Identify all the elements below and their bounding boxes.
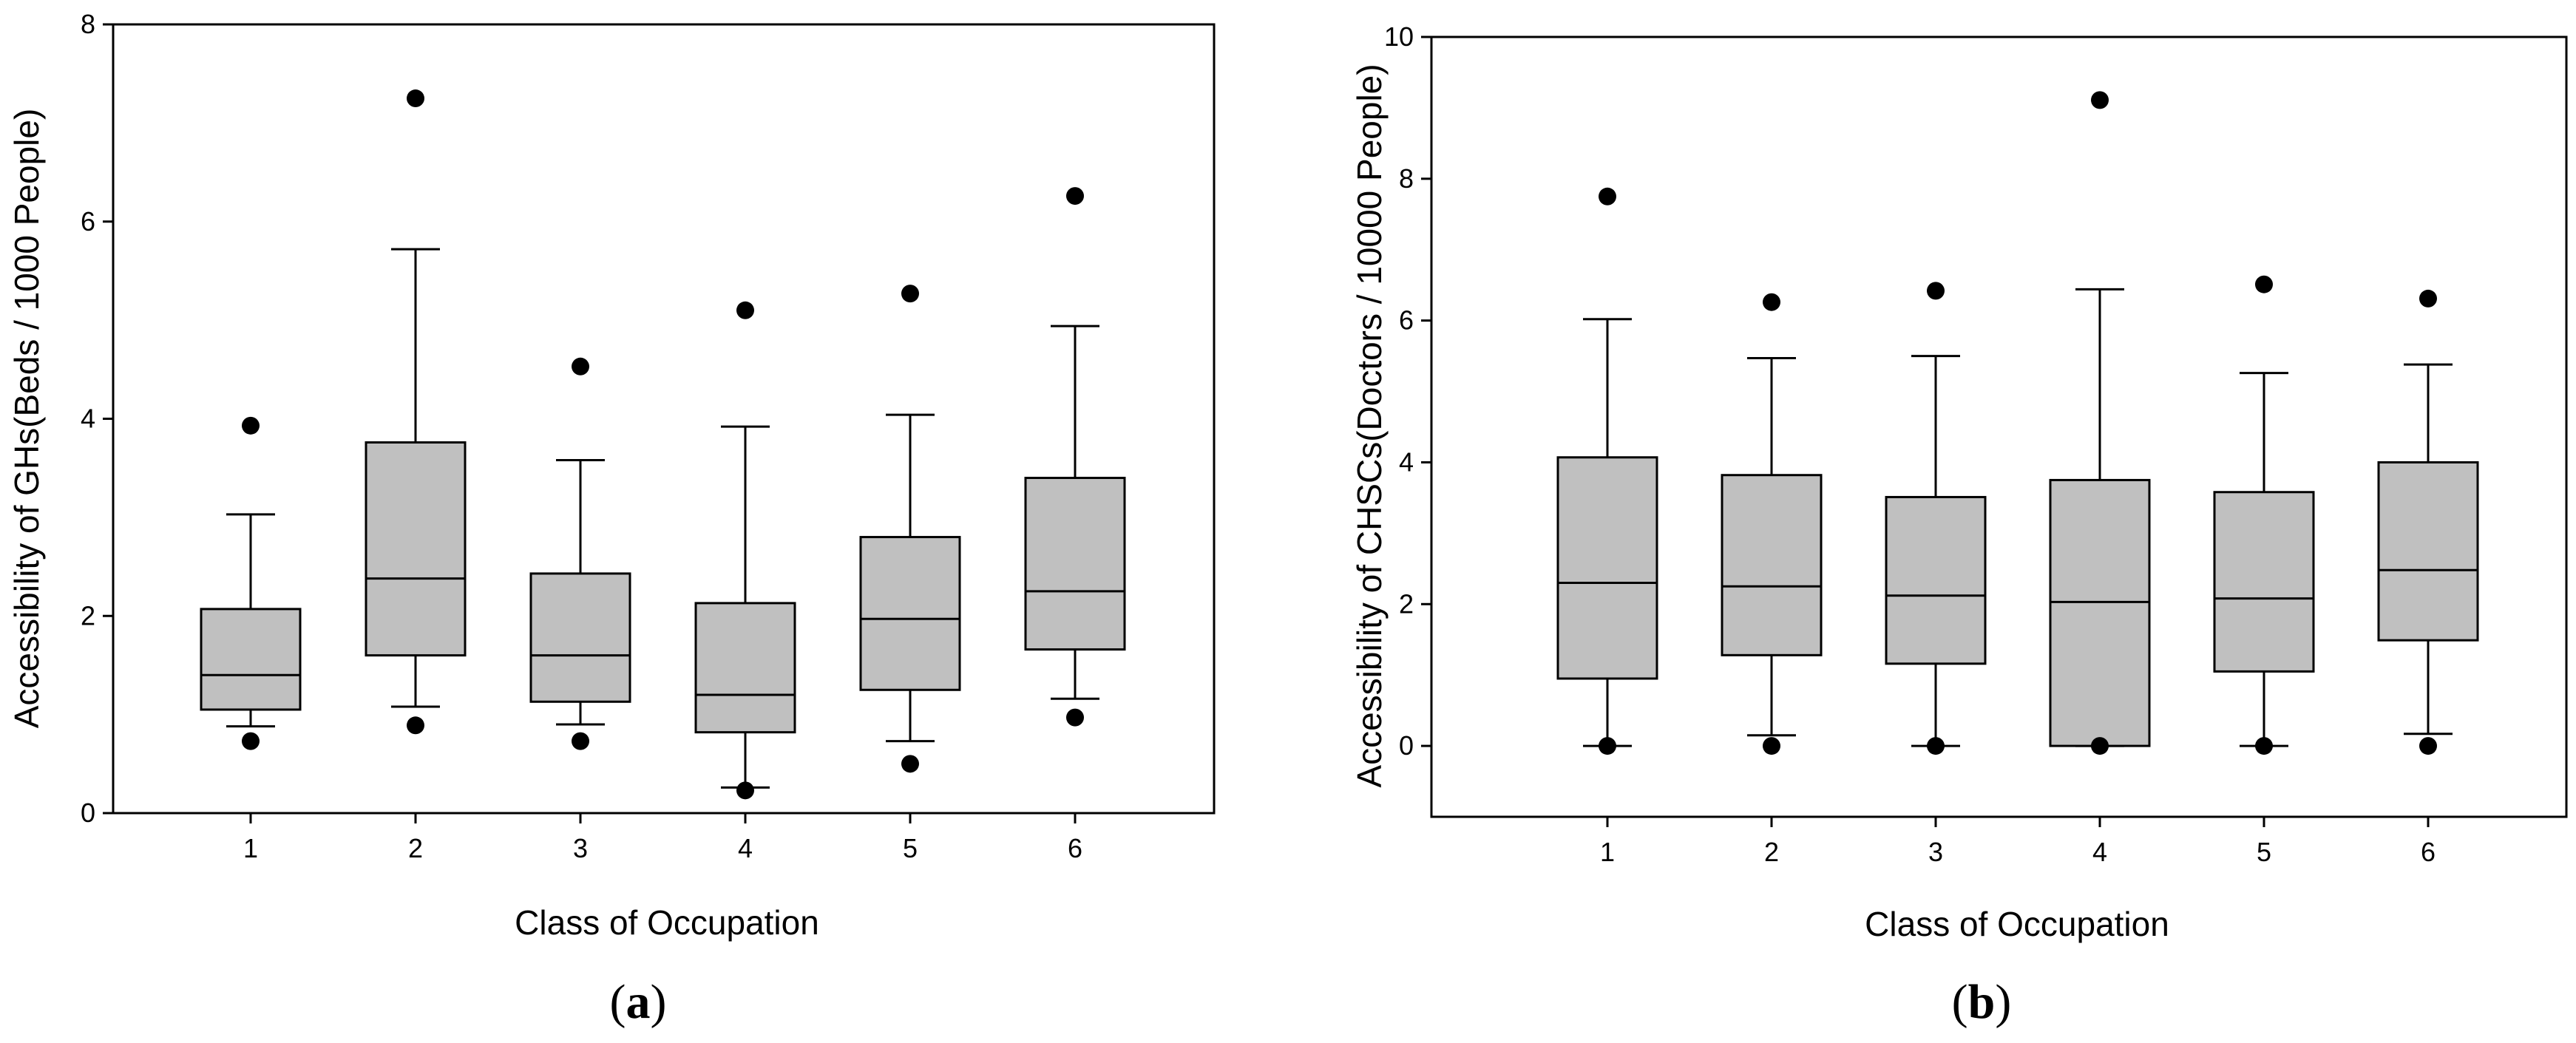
outlier-point bbox=[1763, 737, 1780, 755]
x-axis-title: Class of Occupation bbox=[515, 903, 819, 942]
box-category-1 bbox=[200, 416, 302, 750]
outlier-point bbox=[736, 781, 754, 800]
outlier-point bbox=[407, 716, 424, 735]
outlier-point bbox=[1763, 293, 1780, 311]
box-series bbox=[1556, 91, 2479, 755]
outlier-point bbox=[2419, 737, 2437, 755]
panel-label-b: (b) bbox=[1952, 975, 2012, 1029]
y-axis-title: Accessibility of GHs(Beds / 1000 People) bbox=[7, 109, 46, 729]
iqr-box bbox=[859, 536, 961, 691]
outlier-point bbox=[1927, 737, 1945, 755]
outlier-point bbox=[1066, 708, 1084, 727]
x-tick-label: 4 bbox=[738, 833, 753, 863]
y-tick-label: 0 bbox=[1399, 730, 1414, 761]
iqr-box bbox=[694, 602, 796, 734]
y-tick-label: 4 bbox=[1399, 446, 1414, 477]
box-category-6 bbox=[1024, 187, 1126, 727]
y-tick-label: 2 bbox=[1399, 588, 1414, 619]
box-category-5 bbox=[2213, 275, 2315, 755]
panel-label-a: (a) bbox=[610, 975, 667, 1029]
box-category-1 bbox=[1556, 187, 1658, 755]
y-axis-title: Accessibility of CHSCs(Doctors / 10000 P… bbox=[1350, 64, 1389, 787]
y-axis-ticks: 0 2 4 6 8 bbox=[81, 9, 113, 828]
y-tick-label: 6 bbox=[81, 206, 95, 237]
outlier-point bbox=[2091, 737, 2109, 755]
x-tick-label: 2 bbox=[1764, 837, 1779, 867]
outlier-point bbox=[242, 732, 260, 750]
x-tick-label: 1 bbox=[1600, 837, 1615, 867]
box-category-3 bbox=[529, 357, 631, 750]
outlier-point bbox=[2255, 737, 2273, 755]
iqr-box bbox=[365, 441, 467, 657]
outlier-point bbox=[1599, 737, 1616, 755]
outlier-point bbox=[1599, 187, 1616, 205]
x-tick-label: 3 bbox=[1928, 837, 1943, 867]
box-series bbox=[200, 89, 1126, 800]
outlier-point bbox=[1927, 282, 1945, 300]
plot-frame bbox=[1430, 35, 2568, 818]
x-tick-label: 5 bbox=[903, 833, 918, 863]
y-axis-ticks: 0 2 4 6 8 10 bbox=[1384, 21, 1431, 761]
iqr-box bbox=[1721, 474, 1823, 656]
x-tick-label: 5 bbox=[2257, 837, 2271, 867]
iqr-box bbox=[200, 608, 302, 711]
panel-letter: a bbox=[626, 975, 651, 1029]
x-tick-label: 3 bbox=[573, 833, 588, 863]
outlier-point bbox=[1066, 187, 1084, 205]
x-tick-label: 2 bbox=[408, 833, 423, 863]
iqr-box bbox=[2377, 461, 2479, 642]
outlier-point bbox=[572, 357, 589, 376]
box-category-2 bbox=[1721, 293, 1823, 755]
x-tick-label: 6 bbox=[2421, 837, 2436, 867]
x-axis-title: Class of Occupation bbox=[1865, 905, 2169, 943]
x-tick-label: 1 bbox=[243, 833, 258, 863]
box-category-4 bbox=[694, 301, 796, 800]
y-tick-label: 4 bbox=[81, 404, 95, 434]
y-tick-label: 8 bbox=[81, 9, 95, 39]
iqr-box bbox=[1885, 495, 1987, 665]
outlier-point bbox=[901, 285, 919, 303]
x-tick-label: 4 bbox=[2092, 837, 2107, 867]
x-axis-ticks: 1 2 3 4 5 6 bbox=[1600, 817, 2436, 867]
box-category-6 bbox=[2377, 289, 2479, 755]
outlier-point bbox=[2255, 275, 2273, 293]
box-category-2 bbox=[365, 89, 467, 735]
y-tick-label: 2 bbox=[81, 600, 95, 631]
outlier-point bbox=[2419, 289, 2437, 308]
outlier-point bbox=[736, 301, 754, 319]
box-category-4 bbox=[2049, 91, 2151, 755]
boxplot-panel-a: 0 2 4 6 8 1 2 3 4 5 6 Class of Occupation Accessi… bbox=[7, 9, 1216, 1029]
outlier-point bbox=[2091, 91, 2109, 109]
iqr-box bbox=[1556, 456, 1658, 680]
iqr-box bbox=[529, 572, 631, 703]
box-category-5 bbox=[859, 285, 961, 773]
outlier-point bbox=[901, 755, 919, 773]
outlier-point bbox=[407, 89, 424, 108]
panel-letter: b bbox=[1968, 975, 1996, 1029]
box-category-3 bbox=[1885, 282, 1987, 755]
iqr-box bbox=[1024, 477, 1126, 651]
x-tick-label: 6 bbox=[1068, 833, 1082, 863]
iqr-box bbox=[2213, 491, 2315, 673]
outlier-point bbox=[572, 732, 589, 750]
y-tick-label: 0 bbox=[81, 798, 95, 828]
outlier-point bbox=[242, 416, 260, 435]
y-tick-label: 6 bbox=[1399, 305, 1414, 336]
y-tick-label: 8 bbox=[1399, 163, 1414, 194]
x-axis-ticks: 1 2 3 4 5 6 bbox=[243, 813, 1082, 863]
y-tick-label: 10 bbox=[1384, 21, 1414, 52]
iqr-box bbox=[2049, 478, 2151, 747]
